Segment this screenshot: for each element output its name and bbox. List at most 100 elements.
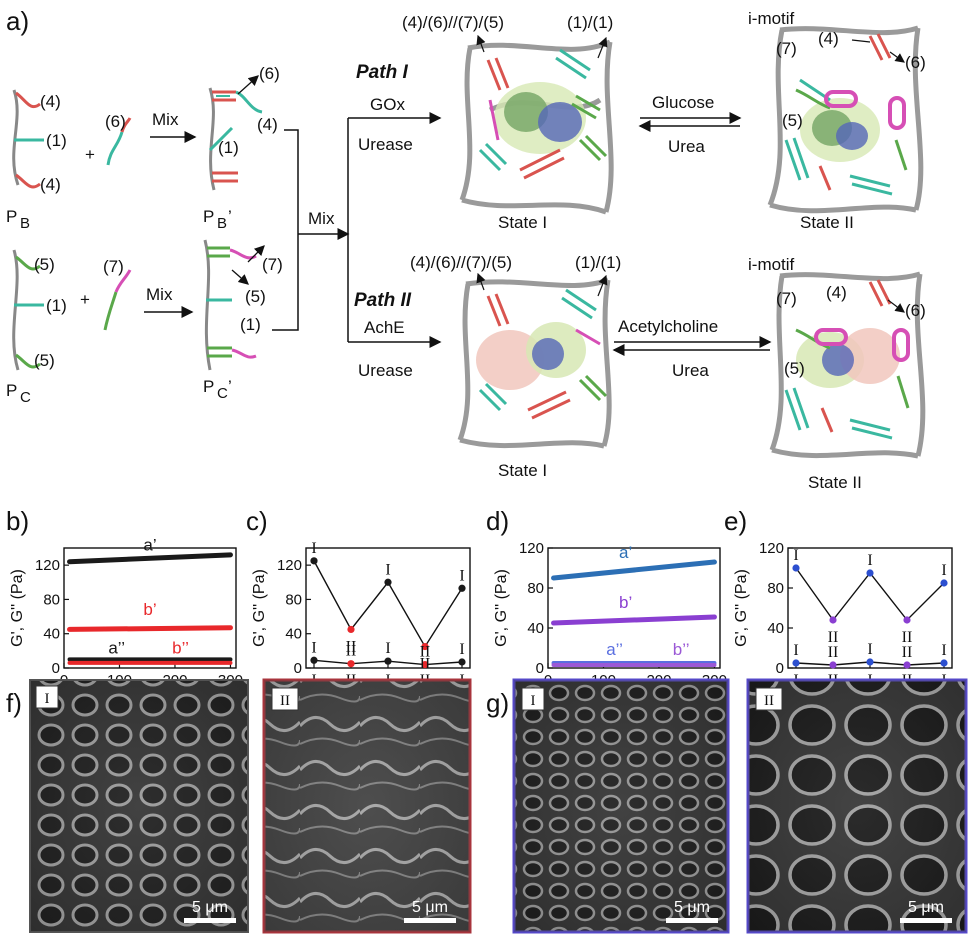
y-tick-label-e-2: 80: [767, 580, 784, 597]
y-tick-label-c-2: 80: [285, 591, 302, 608]
data-point-e-1-4: [940, 659, 948, 667]
label-pc-prime-mark: ’: [228, 377, 232, 396]
y-axis-label-e: G', G'' (Pa): [733, 569, 750, 647]
panel-label-b: b): [6, 506, 29, 536]
series-label-d-3: b’’: [673, 640, 690, 659]
label-duplex-self-2: (1)/(1): [575, 253, 621, 272]
strand-7: (7): [103, 257, 132, 331]
series-label-d-0: a’: [619, 543, 632, 562]
panel-label-d: d): [486, 506, 509, 536]
y-tick-label-c-0: 0: [294, 660, 302, 677]
series-label-b-1: b’: [143, 600, 156, 619]
point-label-bottom-e-4: I: [941, 642, 946, 659]
point-label-bottom-c-2: I: [385, 640, 390, 657]
sem-tag-f2: II: [280, 693, 290, 709]
point-label-top-c-3: II: [420, 656, 431, 673]
series-line-d-0: [551, 559, 717, 581]
label-path-2: Path II: [354, 290, 412, 311]
series-line-d-1: [551, 614, 717, 626]
series-label-b-0: a’: [143, 536, 156, 555]
label-state2-4-a: (4): [818, 29, 839, 48]
point-label-top-e-0: I: [793, 547, 798, 564]
label-strand-1: (1): [46, 131, 67, 150]
plot-frame-d: [547, 547, 721, 669]
data-point-e-0-3: [903, 616, 911, 624]
label-state2-4-b: (4): [826, 283, 847, 302]
network-state-2-path-1: i-motif (7) (4) (6) (5) State II: [748, 9, 926, 232]
panel-label-f: f): [6, 688, 22, 718]
y-tick-label-e-3: 120: [759, 540, 784, 557]
point-label-bottom-c-3: II: [420, 644, 431, 661]
label-strand-4-bottom: (4): [40, 175, 61, 194]
y-axis-label-b: G', G'' (Pa): [9, 569, 26, 647]
panel-label-a: a): [6, 6, 29, 36]
y-axis-label-d: G', G'' (Pa): [493, 569, 510, 647]
y-tick-label-d-2: 80: [527, 580, 544, 597]
data-point-c-1-3: [421, 660, 429, 669]
label-imotif-2: i-motif: [748, 255, 795, 274]
label-state-1-path-1: State I: [498, 213, 547, 232]
sem-tag-g2: II: [764, 693, 774, 709]
label-state2-6-b: (6): [905, 301, 926, 320]
point-label-top-e-2: I: [867, 552, 872, 569]
label-pb-sub: B: [20, 215, 30, 232]
series-line-b-0: [67, 552, 233, 565]
data-point-c-1-4: [458, 658, 466, 666]
data-point-c-0-3: [421, 642, 429, 651]
series-line-b-1: [67, 625, 233, 632]
label-mix-2: Mix: [146, 285, 173, 304]
label-urea-1: Urea: [668, 137, 705, 156]
label-strand-4-top: (4): [40, 92, 61, 111]
y-tick-label-c-1: 40: [285, 626, 302, 643]
label-glucose: Glucose: [652, 93, 714, 112]
polymer-pc: (5) (1) (5) P C: [6, 249, 67, 406]
network-state-1-path-1: (4)/(6)//(7)/(5) (1)/(1) State I: [402, 13, 614, 232]
panel-label-e: e): [724, 506, 747, 536]
point-label-top-c-2: I: [385, 561, 390, 578]
point-label-top-c-0: I: [311, 540, 316, 557]
label-state2-6-a: (6): [905, 53, 926, 72]
panel-label-g: g): [486, 688, 509, 718]
series-label-b-3: b’’: [172, 638, 189, 657]
data-point-e-1-2: [866, 658, 874, 666]
label-pb-prime-1: (1): [218, 138, 239, 157]
label-ache: AchE: [364, 318, 405, 337]
scale-bar-g2: 5 μm: [908, 899, 944, 916]
label-path-1: Path I: [356, 62, 408, 83]
data-point-e-0-2: [866, 569, 874, 577]
data-point-c-1-1: [347, 660, 355, 668]
label-mix-3: Mix: [308, 209, 335, 228]
label-state-1-path-2: State I: [498, 461, 547, 480]
point-label-top-e-4: I: [941, 562, 946, 579]
label-pc-prime: P: [203, 377, 214, 396]
series-label-b-2: a’’: [108, 638, 125, 657]
y-tick-label-b-0: 0: [52, 660, 60, 677]
point-label-bottom-e-0: I: [793, 642, 798, 659]
plot-frame-b: [63, 547, 237, 669]
strand-6: (6): [105, 112, 132, 166]
polymer-pb: (4) (1) (4) P B: [6, 89, 67, 232]
y-tick-label-c-3: 120: [277, 557, 302, 574]
series-label-d-1: b’: [619, 593, 632, 612]
y-tick-label-d-3: 120: [519, 540, 544, 557]
label-urea-2: Urea: [672, 361, 709, 380]
scale-bar-f2: 5 μm: [412, 899, 448, 916]
point-label-top-c-4: I: [459, 567, 464, 584]
scale-bar-g1: 5 μm: [674, 899, 710, 916]
y-axis-label-c: G', G'' (Pa): [251, 569, 268, 647]
scale-bar-f1: 5 μm: [192, 899, 228, 916]
data-point-c-0-1: [347, 625, 355, 634]
data-point-e-0-1: [829, 616, 837, 624]
plus-sign-1: +: [85, 145, 95, 164]
label-pb-prime-mark: ’: [228, 207, 232, 226]
label-urease-1: Urease: [358, 135, 413, 154]
data-point-c-1-2: [384, 657, 392, 665]
data-point-e-1-1: [829, 661, 837, 669]
label-state2-7-b: (7): [776, 289, 797, 308]
label-gox: GOx: [370, 95, 405, 114]
label-strand-1-c: (1): [46, 296, 67, 315]
label-state2-7-a: (7): [776, 39, 797, 58]
panel-a-scheme: a) (4) (1) (4) P B + (6) Mix: [6, 6, 926, 492]
label-pc: P: [6, 381, 17, 400]
